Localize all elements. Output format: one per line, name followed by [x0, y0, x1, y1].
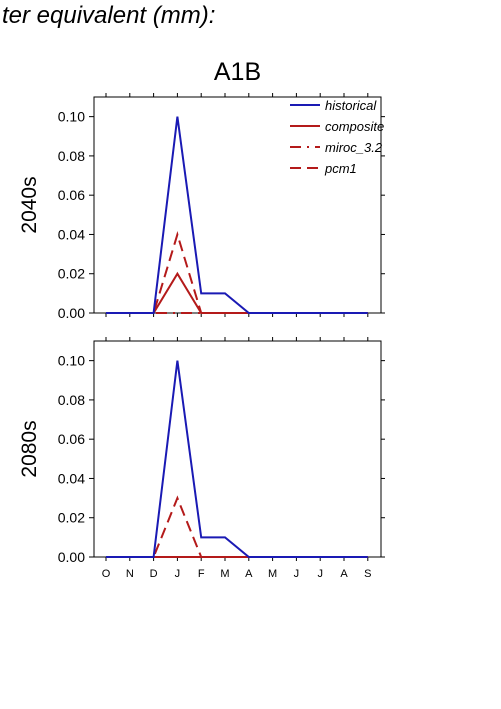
y-tick-label: 0.00 [58, 549, 85, 565]
y-tick-label: 0.06 [58, 187, 85, 203]
page-title: ter equivalent (mm): [2, 2, 216, 29]
y-tick-label: 0.10 [58, 353, 85, 369]
x-tick-label: D [150, 568, 158, 580]
x-tick-label: M [268, 568, 277, 580]
x-tick-label: N [126, 568, 134, 580]
legend-label-composite: composite [325, 119, 384, 134]
x-tick-label: J [317, 568, 323, 580]
series-line-pcm1 [106, 231, 368, 314]
panel-label: 2080s [18, 420, 41, 477]
legend: historical composite miroc_3.2 pcm1 [290, 98, 384, 176]
x-tick-label: S [364, 568, 371, 580]
y-tick-label: 0.02 [58, 510, 85, 526]
legend-label-historical: historical [325, 98, 377, 113]
x-tick-label: A [340, 568, 348, 580]
legend-label-miroc_3.2: miroc_3.2 [325, 140, 383, 155]
series-line-historical [106, 116, 368, 314]
y-tick-label: 0.02 [58, 266, 85, 282]
y-tick-label: 0.06 [58, 431, 85, 447]
series-line-composite [106, 271, 368, 314]
x-tick-label: M [220, 568, 229, 580]
y-tick-label: 0.04 [58, 470, 85, 486]
x-tick-label: J [294, 568, 300, 580]
chart-title: A1B [214, 58, 261, 86]
x-tick-label: J [175, 568, 181, 580]
y-tick-label: 0.04 [58, 226, 85, 242]
plot-frame [93, 340, 382, 558]
y-tick-label: 0.00 [58, 305, 85, 321]
y-tick-label: 0.08 [58, 392, 85, 408]
panel-2040s: 0.00 0.02 0.04 0.06 0.08 0.10 2040s [18, 93, 385, 321]
panel-2080s: 0.00 0.02 0.04 0.06 0.08 0.10 O N D J F M A M J J A S 2080… [18, 337, 385, 580]
x-tick-label: O [102, 568, 111, 580]
legend-label-pcm1: pcm1 [324, 161, 357, 176]
y-tick-label: 0.10 [58, 109, 85, 125]
x-tick-label: A [245, 568, 253, 580]
series-line-historical [106, 360, 368, 558]
y-tick-label: 0.08 [58, 148, 85, 164]
x-tick-label: F [198, 568, 205, 580]
panel-label: 2040s [18, 176, 41, 233]
